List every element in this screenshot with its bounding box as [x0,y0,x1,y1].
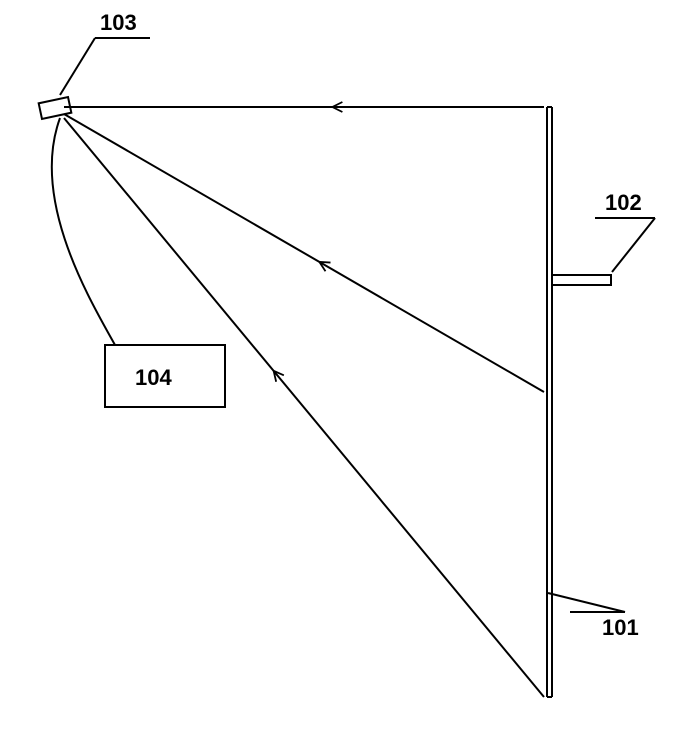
leader-101 [548,593,625,612]
handle-102 [551,275,611,285]
ray-1 [64,114,544,392]
label-102: 102 [605,190,642,215]
label-101: 101 [602,615,639,640]
leader-103 [60,38,95,95]
cable [52,118,115,345]
label-104: 104 [135,365,172,390]
label-103: 103 [100,10,137,35]
schematic-diagram: 104 103 102 101 [0,0,689,747]
leader-102 [612,218,655,272]
